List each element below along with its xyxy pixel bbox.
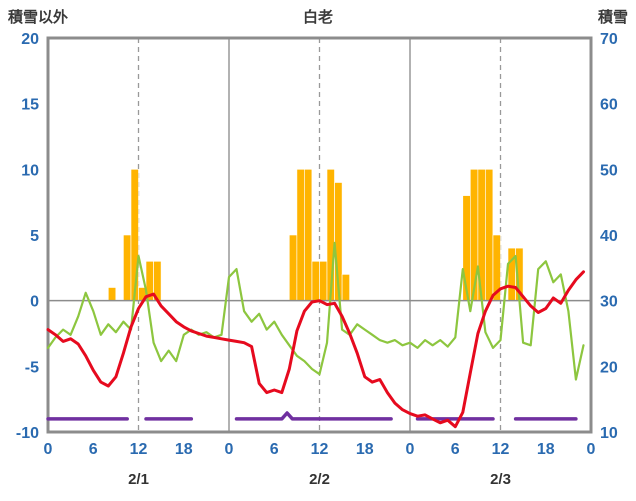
right-axis-tick: 40	[600, 228, 618, 245]
bar	[288, 234, 298, 301]
bar	[319, 261, 328, 302]
left-axis-tick: 20	[21, 32, 39, 48]
right-axis-tick: 30	[600, 294, 618, 311]
x-axis-tick: 12	[130, 441, 148, 458]
bar	[130, 169, 139, 301]
chart-title: 白老	[302, 9, 334, 26]
bar	[485, 169, 494, 301]
x-axis-tick: 6	[89, 441, 98, 458]
orange-bars-group	[108, 169, 524, 302]
red-line	[46, 270, 585, 429]
bar	[304, 169, 313, 301]
chart-header: 積雪以外 白老 積雪	[0, 0, 636, 32]
x-axis-tick: 0	[225, 441, 234, 458]
x-axis-tick: 6	[451, 441, 460, 458]
bar	[311, 261, 320, 302]
x-axis-tick: 6	[270, 441, 279, 458]
left-axis-tick: 0	[30, 294, 39, 311]
bar	[296, 169, 305, 301]
left-axis-tick: 5	[30, 228, 39, 245]
left-axis-tick: 10	[21, 162, 39, 179]
left-axis-tick: -10	[16, 425, 39, 442]
left-axis-title: 積雪以外	[8, 9, 69, 26]
right-axis-tick: 20	[600, 359, 618, 376]
left-axis-tick: 15	[21, 97, 39, 114]
x-axis-tick: 0	[406, 441, 415, 458]
right-axis-tick: 70	[600, 32, 618, 48]
x-axis-tick: 18	[356, 441, 374, 458]
date-label: 2/2	[309, 471, 330, 488]
bar	[341, 274, 350, 301]
green-line	[46, 241, 585, 381]
left-axis-tick: -5	[25, 359, 39, 376]
x-axis-tick: 18	[537, 441, 555, 458]
purple-line-segment	[234, 411, 393, 421]
bar	[469, 169, 479, 301]
date-label: 2/3	[490, 471, 511, 488]
bar	[123, 234, 132, 301]
right-axis-title: 積雪	[597, 9, 628, 26]
right-axis-tick: 50	[600, 162, 618, 179]
date-label: 2/1	[128, 471, 149, 488]
right-axis-tick: 10	[600, 425, 618, 442]
bar	[108, 287, 117, 301]
right-axis-tick: 60	[600, 97, 618, 114]
x-axis-tick: 12	[311, 441, 329, 458]
x-axis-tick: 12	[492, 441, 510, 458]
x-axis-tick: 0	[587, 441, 596, 458]
x-axis-tick: 18	[175, 441, 193, 458]
plot-frame	[46, 36, 593, 434]
x-axis-tick: 0	[44, 441, 53, 458]
